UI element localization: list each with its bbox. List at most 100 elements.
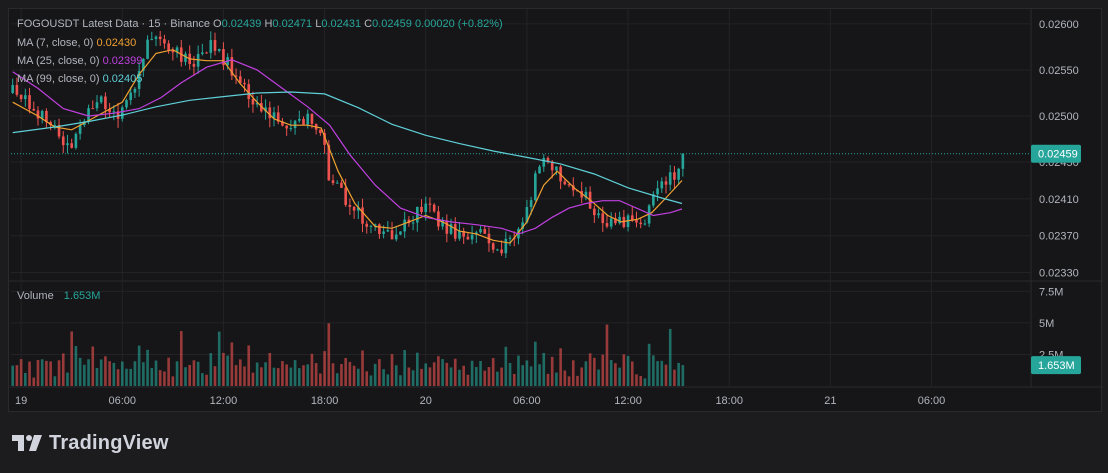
volume-bar [407,367,411,386]
candle-body [209,40,213,53]
time-tick-label: 06:00 [109,395,137,407]
volume-bar [496,371,499,386]
volume-bar [331,363,335,386]
volume-bar [614,363,617,386]
volume-bar [163,371,166,386]
candle-body [508,237,512,239]
volume-bar [546,373,550,386]
volume-bar [390,354,394,386]
candle-body [420,206,423,213]
volume-bar [601,354,605,386]
volume-bar [251,372,255,386]
price-tick-label: 0.02330 [1039,268,1079,280]
volume-bar [19,359,23,386]
tradingview-logo: TradingView [12,430,169,456]
candle-body [571,185,575,191]
volume-bar [453,358,457,386]
candle-body [247,84,251,100]
volume-bar [517,355,520,386]
volume-bar [125,368,128,386]
candle-body [167,43,170,51]
candle-body [542,158,546,167]
volume-bar [491,358,495,386]
volume-bar [420,368,423,386]
candle-body [217,48,221,51]
volume-bar [525,360,529,386]
volume-bar [129,368,133,386]
volume-bar [133,361,137,386]
volume-bar [394,365,398,386]
candle-body [133,88,137,93]
candle-body [378,224,381,234]
candle-body [432,204,436,212]
price-tick-label: 0.02550 [1039,65,1079,77]
time-tick-label: 21 [824,395,836,407]
volume-bar [268,352,272,386]
price-tick-label: 0.02500 [1039,111,1079,123]
volume-tick-label: 5M [1039,318,1054,330]
volume-bar [660,360,664,386]
volume-bar [49,361,52,386]
candle-body [61,136,65,146]
candle-body [681,153,685,169]
price-axis[interactable]: 0.026000.025500.025000.024500.024100.023… [1031,19,1081,280]
volume-bar [264,362,267,386]
volume-bar [70,331,74,386]
volume-bar [466,374,470,386]
candle-body [40,110,44,119]
last-price-tag [1031,144,1081,163]
volume-bar [11,365,14,386]
candle-body [630,215,634,220]
candle-body [306,113,310,125]
volume-bar [479,361,482,386]
candle-body [19,94,23,100]
candle-body [175,47,179,53]
candle-body [521,222,524,229]
volume-bar [217,331,221,386]
volume-bar [15,365,19,386]
volume-bar [226,355,229,386]
time-tick-label: 06:00 [513,395,541,407]
volume-bar [399,375,402,386]
volume-bar [487,367,491,386]
volume-bar [238,359,242,386]
volume-bar [179,331,183,386]
volume-bar [260,367,263,386]
ma-legend-label: MA (99, close, 0) [17,73,103,85]
candle-body [563,181,567,185]
candle-body [668,172,672,185]
volume-bar [609,360,613,386]
volume-bar [83,364,86,386]
ma-legend-label: MA (25, close, 0) [17,55,103,67]
candlestick-chart[interactable]: 0.026000.025500.025000.024500.024100.023… [9,9,1103,413]
candle-body [386,230,390,232]
time-tick-label: 12:00 [614,395,642,407]
volume-bar [95,368,99,386]
candle-body [11,84,14,93]
price-candles [11,30,685,258]
candle-body [272,112,276,119]
ma-legend-item: MA (25, close, 0) 0.02399 [17,55,142,67]
volume-bar [580,367,584,386]
volume-bar [639,375,643,386]
volume-bar [28,361,31,386]
volume-bar [45,360,48,386]
candle-body [614,218,617,224]
candle-body [365,223,369,227]
volume-bar [201,373,204,386]
chart-panel[interactable]: 0.02600 0.02550 0.02500 0.02450 0.02410 0.023… [8,8,1103,413]
volume-bar [567,376,571,386]
candle-body [555,166,558,171]
candle-body [238,76,242,83]
volume-bar [142,362,145,386]
candle-body [331,180,335,184]
ohlc-value: 0.02431 [321,18,364,30]
volume-bar [588,353,592,386]
candle-body [95,102,99,109]
candle-body [285,125,288,129]
candle-body [344,187,347,205]
volume-bar [458,369,461,386]
time-tick-label: 06:00 [918,395,946,407]
time-axis[interactable]: 19 06:00 12:00 18:00 20 06:00 12:00 18:00 21 06:0… [15,395,945,407]
